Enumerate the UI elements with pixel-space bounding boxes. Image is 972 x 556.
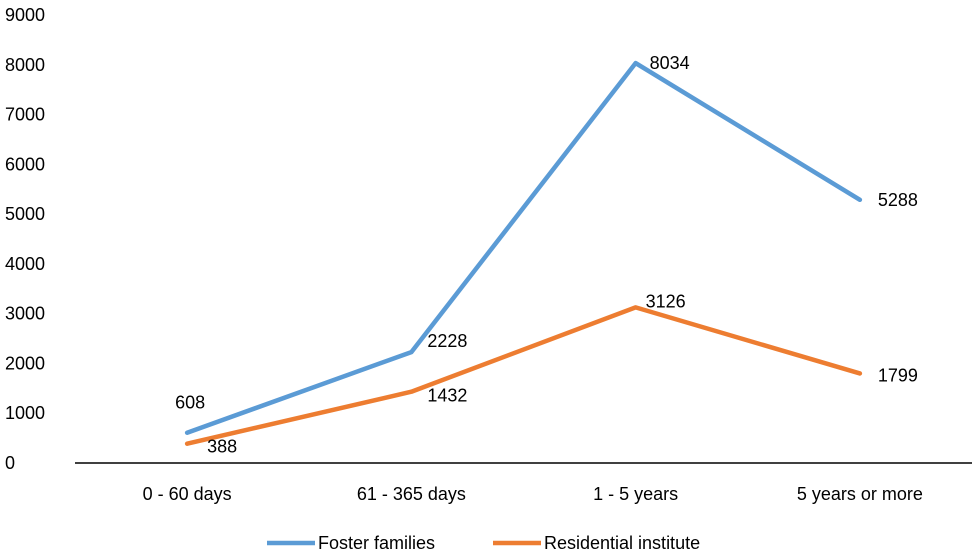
x-tick-label: 0 - 60 days: [143, 484, 232, 504]
data-labels: 608 2228 8034 5288 388 1432 3126 1799: [175, 53, 918, 457]
data-label: 2228: [427, 331, 467, 351]
series-line-2: [184, 305, 863, 446]
series-layer: [184, 60, 863, 446]
y-tick-label: 8000: [5, 55, 45, 75]
data-label: 1432: [427, 386, 467, 406]
y-axis: 0 1000 2000 3000 4000 5000 6000 7000 8000 9000: [5, 5, 45, 473]
x-axis: 0 - 60 days 61 - 365 days 1 - 5 years 5 yea…: [143, 484, 923, 504]
y-tick-label: 3000: [5, 304, 45, 324]
y-tick-label: 6000: [5, 154, 45, 174]
y-tick-label: 9000: [5, 5, 45, 25]
x-tick-label: 1 - 5 years: [593, 484, 678, 504]
y-tick-label: 1000: [5, 403, 45, 423]
data-label: 1799: [878, 365, 918, 385]
data-label: 5288: [878, 190, 918, 210]
data-label: 3126: [646, 291, 686, 311]
y-tick-label: 0: [5, 453, 15, 473]
y-tick-label: 7000: [5, 105, 45, 125]
data-label: 608: [175, 393, 205, 413]
legend-label: Residential institute: [544, 533, 700, 553]
y-tick-label: 2000: [5, 353, 45, 373]
y-tick-label: 4000: [5, 254, 45, 274]
x-tick-label: 5 years or more: [797, 484, 923, 504]
series-line-1: [184, 60, 863, 435]
legend: Foster families Residential institute: [267, 533, 700, 553]
data-label: 8034: [650, 53, 690, 73]
y-tick-label: 5000: [5, 204, 45, 224]
legend-label: Foster families: [318, 533, 435, 553]
x-tick-label: 61 - 365 days: [357, 484, 466, 504]
data-label: 388: [207, 437, 237, 457]
